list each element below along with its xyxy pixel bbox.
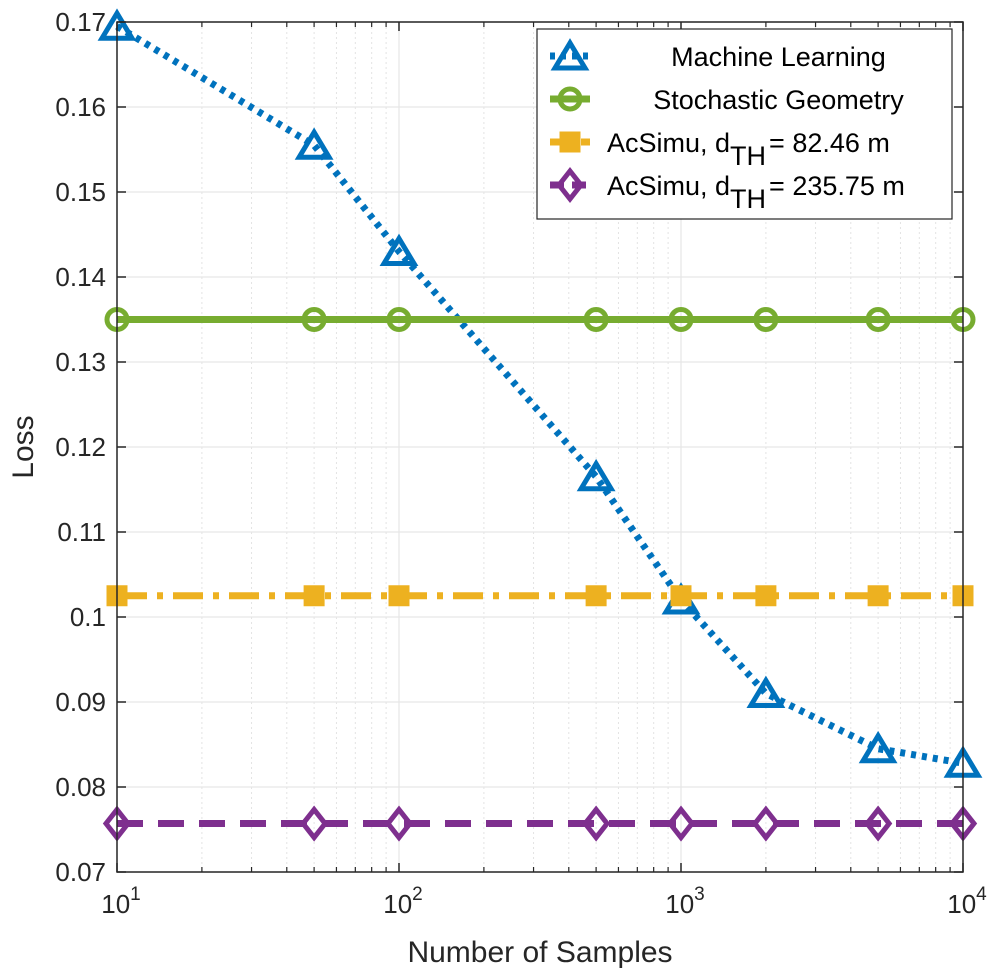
data-point (668, 307, 694, 332)
y-tick-label: 0.07 (55, 857, 106, 887)
legend-label: Machine Learning (671, 42, 886, 72)
y-tick-label: 0.14 (55, 262, 106, 292)
data-point (299, 805, 329, 842)
data-point (666, 805, 696, 842)
y-tick-label: 0.08 (55, 772, 106, 802)
y-tick-label: 0.1 (70, 602, 106, 632)
y-tick-label: 0.16 (55, 92, 106, 122)
legend-swatch-marker (557, 86, 583, 112)
axis-ticks: 0.07 0.08 0.09 0.1 0.11 0.12 0.13 0.14 0.15 0.16 0… (55, 7, 987, 919)
data-point (583, 307, 609, 332)
legend-label: AcSimu, dTH = 82.46 m (607, 128, 890, 171)
y-tick-label: 0.09 (55, 687, 106, 717)
data-point (751, 805, 781, 842)
y-tick-label: 0.11 (57, 517, 106, 547)
y-axis-title: Loss (7, 415, 40, 478)
data-point (753, 307, 779, 332)
series-stochastic-geometry (104, 307, 976, 332)
data-point (388, 585, 410, 607)
data-point (867, 585, 889, 607)
legend-label: AcSimu, dTH = 235.75 m (607, 171, 905, 214)
legend-label: Stochastic Geometry (653, 85, 904, 115)
data-point (863, 805, 893, 842)
data-point (303, 585, 325, 607)
series-line (115, 23, 964, 767)
data-point (386, 307, 412, 332)
x-tick-label: 103 (665, 884, 705, 919)
legend-swatch-marker (555, 166, 585, 204)
data-point (301, 307, 327, 332)
data-point (294, 127, 334, 160)
data-point (670, 585, 692, 607)
legend: Machine Learning Stochastic Geometry AcSim… (536, 28, 953, 220)
x-tick-label: 101 (101, 884, 141, 919)
data-point (865, 307, 891, 332)
x-tick-label: 102 (383, 884, 423, 919)
series-acsimu-dth-235-75-m (102, 805, 978, 842)
data-point (379, 233, 419, 266)
data-point (581, 805, 611, 842)
x-tick-label: 104 (947, 884, 987, 919)
legend-swatch-marker (559, 131, 581, 153)
data-point (585, 585, 607, 607)
series-layer (97, 8, 983, 842)
data-point (384, 805, 414, 842)
data-point (858, 730, 898, 764)
legend-box (536, 28, 953, 220)
data-point (746, 675, 786, 708)
data-point (576, 458, 616, 492)
y-tick-label: 0.17 (55, 7, 106, 37)
x-axis-title: Number of Samples (407, 936, 672, 969)
y-tick-label: 0.15 (55, 177, 106, 207)
y-tick-label: 0.13 (55, 347, 106, 377)
y-tick-label: 0.12 (55, 432, 106, 462)
legend-swatch-marker (550, 38, 590, 71)
data-point (755, 585, 777, 607)
series-acsimu-dth-82-46-m (106, 585, 974, 607)
